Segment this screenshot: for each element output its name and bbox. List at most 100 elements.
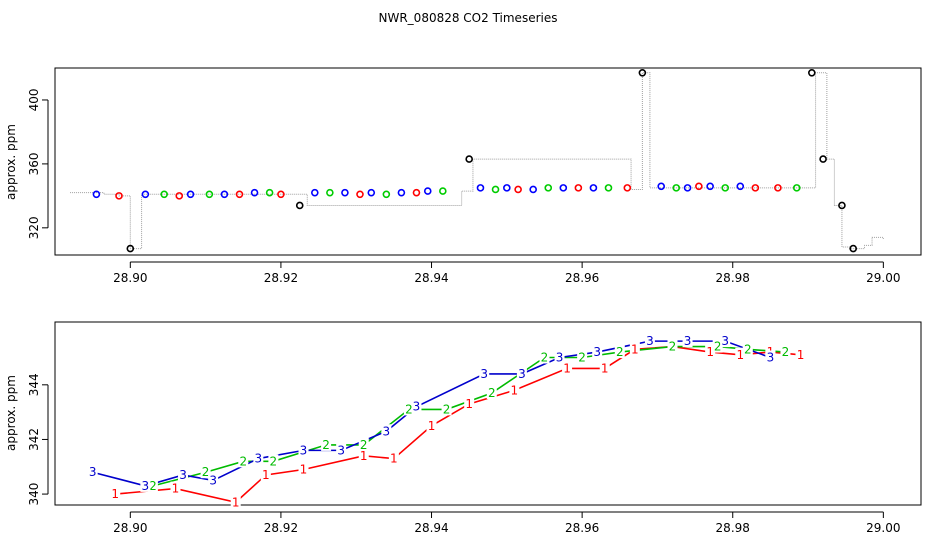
bottom-marker-bg — [321, 437, 332, 451]
bottom-series-marker: 1 — [262, 468, 270, 482]
top-point — [559, 184, 568, 192]
bottom-marker-bg — [238, 454, 249, 468]
top-point — [265, 188, 274, 197]
bottom-lines-layer — [92, 340, 801, 504]
bottom-marker-bg — [735, 347, 746, 361]
bottom-marker-bg — [742, 342, 753, 356]
bottom-markers-layer: 1111111111111111112222222222222222333333… — [87, 334, 806, 509]
bottom-marker-bg — [554, 350, 565, 364]
bottom-marker-bg — [110, 487, 121, 501]
bottom-y-axis-label: approx. ppm — [4, 375, 18, 451]
bottom-series-marker: 1 — [232, 495, 240, 509]
top-point — [250, 188, 259, 197]
bottom-marker-bg — [765, 350, 776, 364]
top-point — [341, 188, 349, 197]
top-point — [356, 190, 364, 199]
bottom-marker-bg — [253, 451, 264, 465]
bottom-x-tick-label: 28.98 — [716, 521, 750, 535]
bottom-marker-bg — [170, 481, 181, 495]
top-point — [220, 190, 229, 199]
bottom-series-marker: 2 — [360, 438, 368, 452]
bottom-series-marker: 2 — [669, 340, 677, 354]
top-x-tick-label: 28.90 — [113, 271, 147, 285]
bottom-y-tick-label: 344 — [27, 373, 41, 396]
bottom-series-marker: 2 — [541, 351, 549, 365]
top-point — [849, 244, 858, 253]
bottom-marker-bg — [629, 342, 640, 356]
bottom-marker-bg — [147, 478, 158, 492]
top-point — [205, 190, 214, 199]
bottom-marker-bg — [720, 334, 731, 348]
top-point — [160, 190, 168, 199]
bottom-marker-bg — [268, 454, 279, 468]
top-point — [491, 185, 500, 194]
bottom-series-marker: 3 — [209, 473, 217, 487]
bottom-marker-bg — [614, 345, 625, 359]
bottom-series-marker: 1 — [428, 419, 436, 433]
bottom-marker-bg — [712, 339, 723, 353]
top-point — [367, 188, 376, 197]
bottom-x-axis: 28.90 28.92 28.94 28.96 28.98 29.00 — [113, 511, 901, 535]
top-x-tick-label: 28.96 — [565, 271, 599, 285]
bottom-series-marker: 2 — [202, 465, 210, 479]
bottom-series-marker: 3 — [721, 334, 729, 348]
bottom-marker-bg — [208, 473, 219, 487]
top-point — [695, 182, 703, 191]
bottom-series-marker: 1 — [631, 342, 639, 356]
bottom-marker-bg — [599, 361, 610, 375]
top-point — [751, 184, 760, 192]
bottom-series-marker: 2 — [578, 351, 586, 365]
top-panel: 28.90 28.92 28.94 28.96 28.98 29.00 320 360 400… — [4, 67, 922, 285]
top-point — [774, 184, 782, 192]
bottom-marker-bg — [682, 334, 693, 348]
top-point — [465, 155, 473, 163]
bottom-y-axis: 340 342 344 — [27, 373, 49, 506]
bottom-series-marker: 3 — [518, 367, 526, 381]
top-point — [792, 184, 801, 192]
bottom-series-marker: 3 — [556, 351, 564, 365]
top-x-tick-label: 28.94 — [414, 271, 448, 285]
bottom-x-tick-label: 28.92 — [264, 521, 298, 535]
top-point — [382, 190, 391, 199]
top-point — [186, 190, 195, 199]
bottom-series-marker: 2 — [744, 342, 752, 356]
top-point — [638, 68, 647, 77]
bottom-marker-bg — [358, 448, 369, 462]
top-point — [310, 188, 319, 197]
top-point — [589, 184, 598, 192]
bottom-series-marker: 3 — [255, 452, 263, 466]
top-point — [529, 185, 537, 194]
bottom-marker-bg — [230, 495, 241, 509]
bottom-marker-bg — [87, 465, 98, 479]
bottom-marker-bg — [200, 465, 211, 479]
top-point — [721, 184, 730, 192]
bottom-series-marker: 3 — [646, 334, 654, 348]
top-point — [808, 68, 816, 77]
bottom-series-marker: 1 — [111, 487, 119, 501]
top-point — [503, 184, 511, 192]
chart-title: NWR_080828 CO2 Timeseries — [379, 11, 558, 25]
top-x-tick-label: 28.92 — [264, 271, 298, 285]
bottom-marker-bg — [479, 366, 490, 380]
bottom-marker-bg — [644, 334, 655, 348]
top-point — [657, 182, 666, 191]
top-point — [439, 187, 447, 195]
bottom-series-marker: 2 — [488, 386, 496, 400]
bottom-marker-bg — [298, 462, 309, 476]
bottom-series-marker: 1 — [172, 482, 180, 496]
top-point — [397, 188, 406, 197]
top-plot-frame — [54, 67, 922, 256]
bottom-x-tick-label: 28.90 — [113, 521, 147, 535]
bottom-marker-bg — [388, 451, 399, 465]
bottom-marker-bg — [667, 339, 678, 353]
bottom-series-marker: 1 — [465, 397, 473, 411]
top-point — [672, 184, 681, 192]
bottom-series-marker: 3 — [179, 468, 187, 482]
bottom-marker-bg — [577, 350, 588, 364]
bottom-marker-bg — [298, 443, 309, 457]
bottom-series-marker: 1 — [706, 345, 714, 359]
bottom-marker-bg — [336, 443, 347, 457]
bottom-marker-bg — [592, 345, 603, 359]
bottom-series-marker: 2 — [405, 402, 413, 416]
top-point — [544, 184, 553, 192]
